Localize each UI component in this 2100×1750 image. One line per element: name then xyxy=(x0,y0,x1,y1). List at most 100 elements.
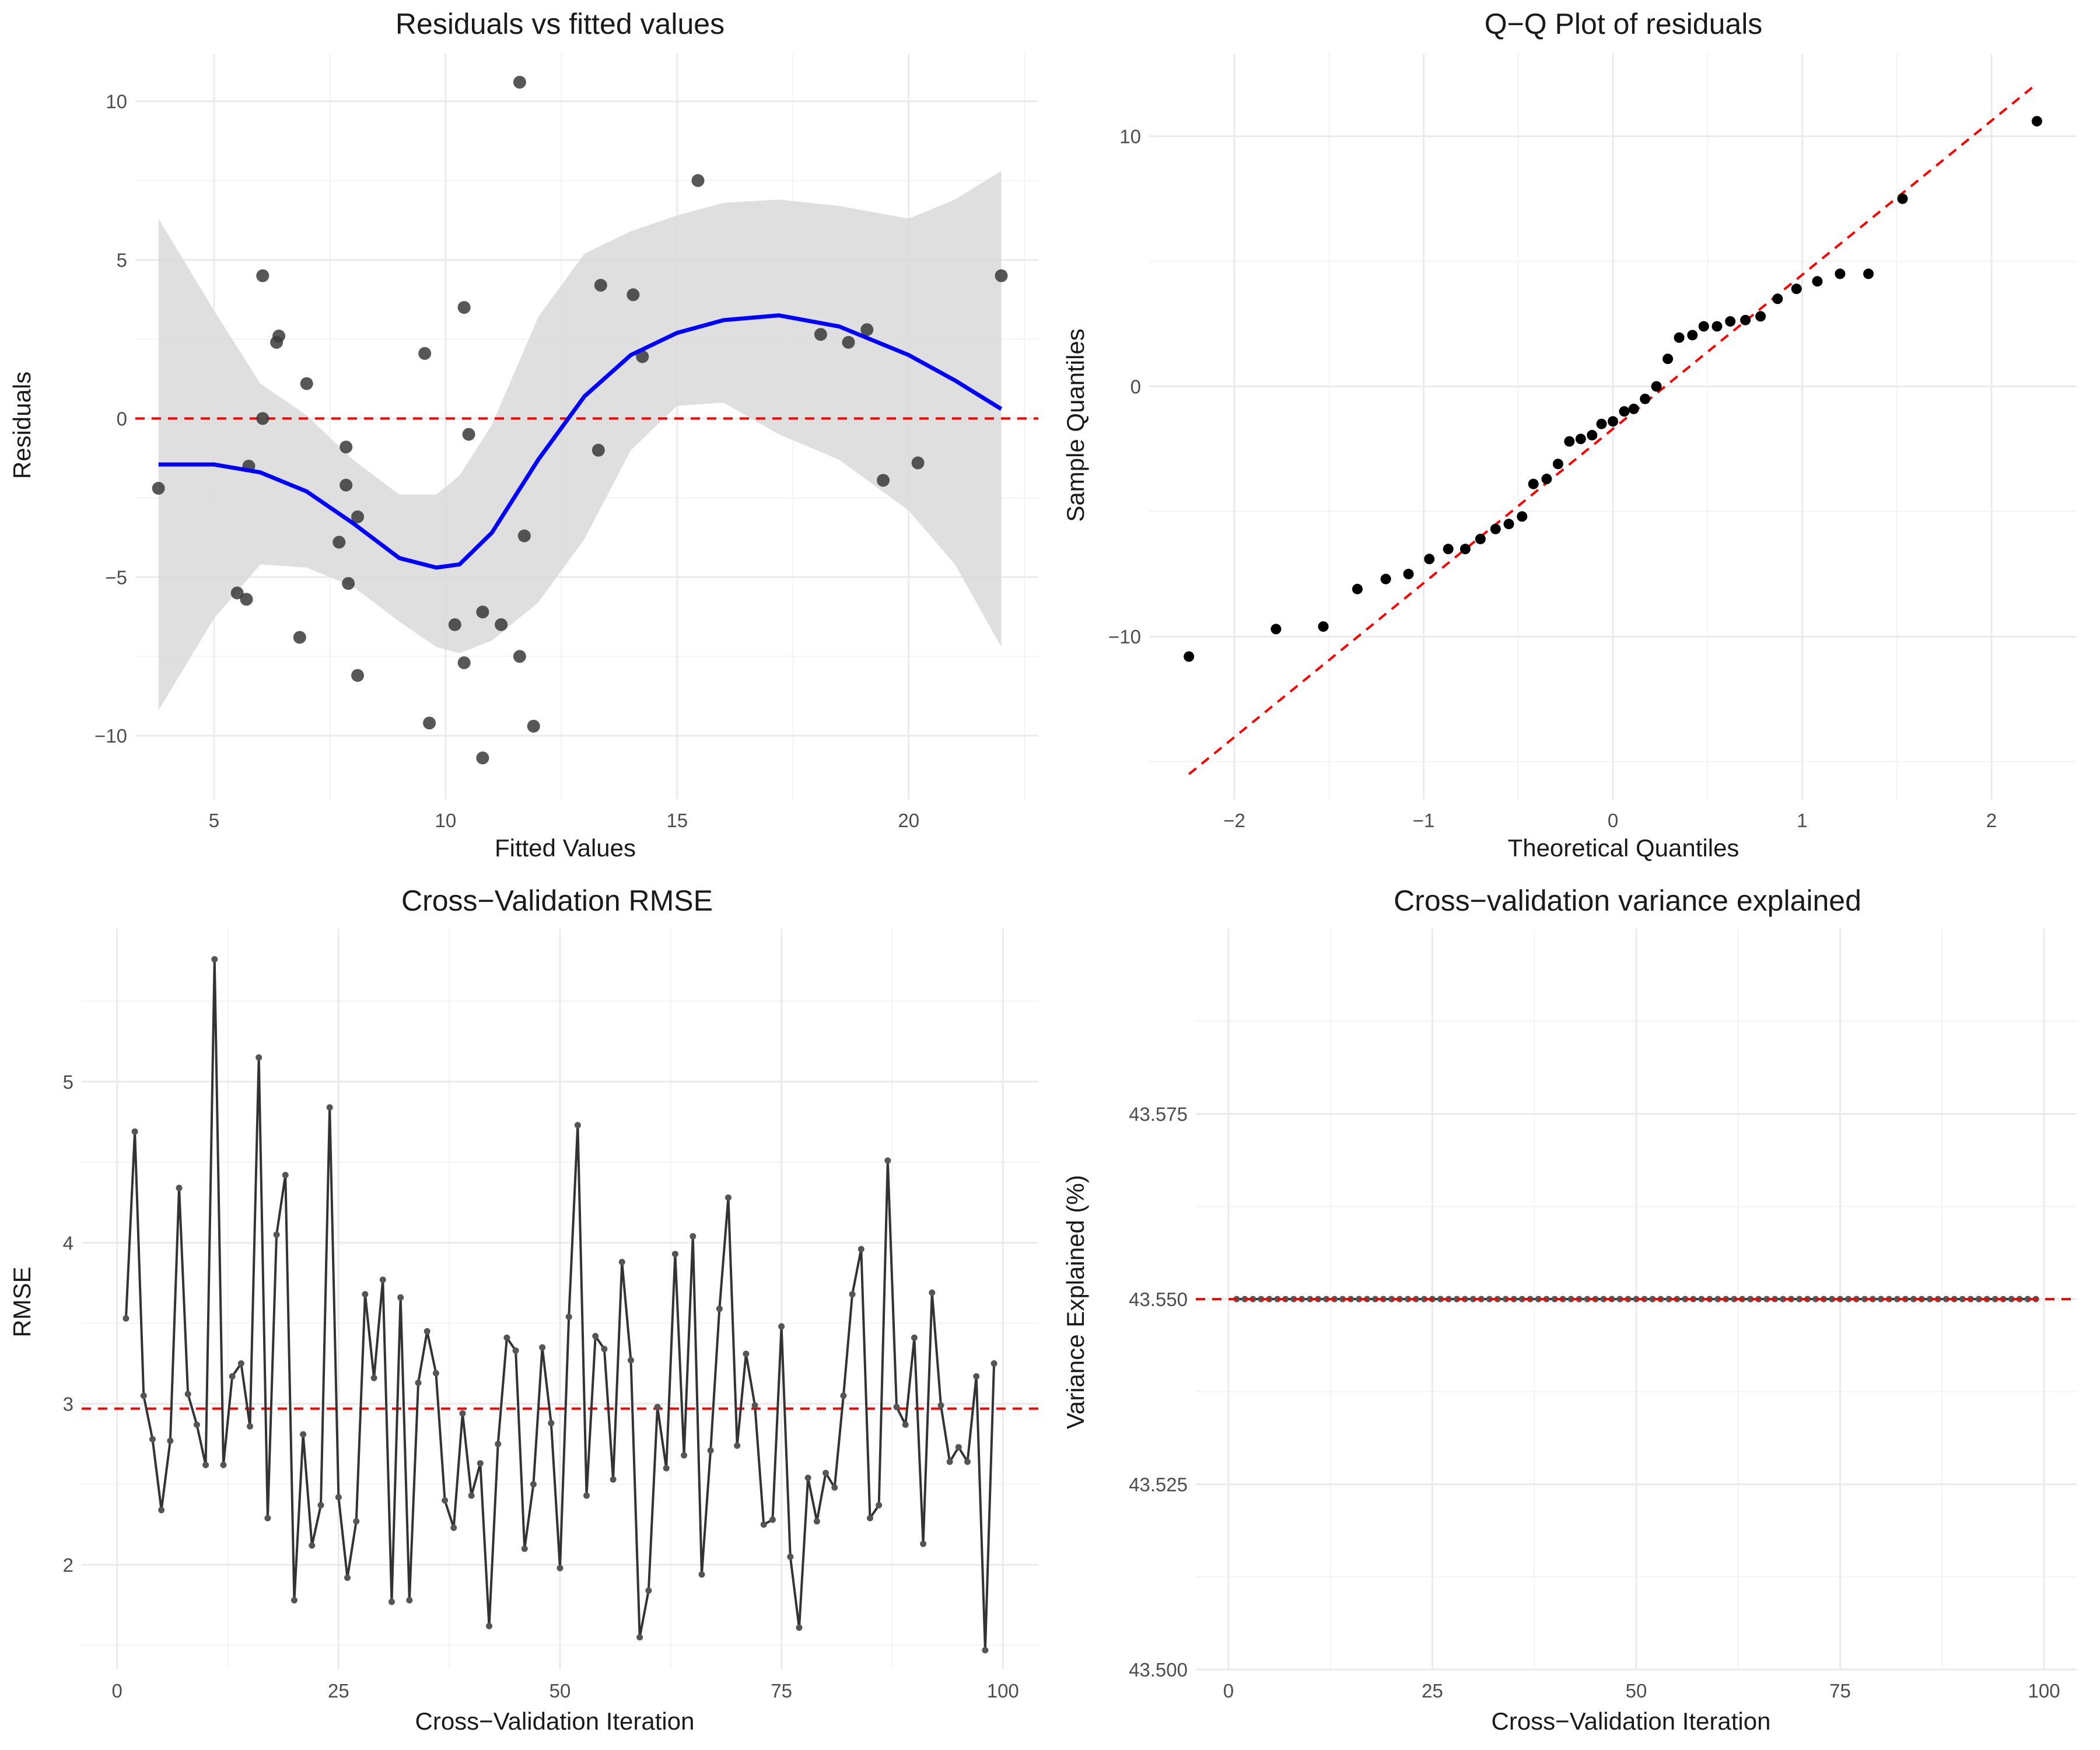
qq-point xyxy=(1772,293,1783,304)
rmse-title: Cross−Validation RMSE xyxy=(401,884,713,917)
qq-point xyxy=(1587,430,1598,441)
confidence-band xyxy=(158,171,1002,710)
variance-point xyxy=(1975,1296,1982,1303)
rmse-point xyxy=(610,1476,617,1483)
rmse-x-tick-label: 100 xyxy=(987,1680,1019,1702)
rmse-point xyxy=(424,1328,430,1335)
variance-panel: 0 25 50 75 100 43.500 43.525 43.550 43.575 Cross… xyxy=(1062,884,2077,1735)
variance-point xyxy=(1698,1296,1705,1303)
residual-point xyxy=(457,656,471,670)
variance-point xyxy=(1388,1296,1395,1303)
rmse-point xyxy=(335,1494,342,1501)
variance-point xyxy=(1535,1296,1542,1303)
qq-point xyxy=(1651,381,1662,392)
qq-point xyxy=(1640,393,1651,404)
qq-point xyxy=(1662,354,1674,365)
variance-point xyxy=(1812,1296,1819,1303)
rmse-point xyxy=(911,1334,918,1341)
qq-point xyxy=(1687,330,1698,341)
variance-point xyxy=(1780,1296,1787,1303)
rmse-point xyxy=(920,1541,927,1548)
variance-point xyxy=(1943,1296,1950,1303)
variance-x-tick-label: 25 xyxy=(1422,1680,1443,1702)
variance-point xyxy=(1633,1296,1640,1303)
qq-point xyxy=(1352,583,1363,594)
variance-point xyxy=(1910,1296,1917,1303)
rmse-point xyxy=(548,1420,555,1427)
variance-point xyxy=(1290,1296,1297,1303)
qq-point xyxy=(1628,403,1639,414)
qq-point xyxy=(1424,554,1435,565)
variance-point xyxy=(1829,1296,1836,1303)
variance-point xyxy=(2008,1296,2015,1303)
rmse-point xyxy=(158,1507,165,1514)
rmse-point xyxy=(123,1315,130,1322)
rmse-point xyxy=(273,1231,280,1238)
residual-point xyxy=(594,278,607,292)
qq-x-tick-label: 2 xyxy=(1986,810,1997,831)
rmse-x-tick-label: 50 xyxy=(550,1680,571,1702)
residual-point xyxy=(911,456,925,470)
qq-point xyxy=(1443,544,1454,555)
variance-point xyxy=(1453,1296,1460,1303)
qq-point xyxy=(1503,519,1514,530)
variance-point xyxy=(1372,1296,1379,1303)
qq-point xyxy=(1619,406,1630,417)
qq-point xyxy=(1403,569,1414,580)
rmse-point xyxy=(583,1492,590,1499)
qq-point xyxy=(1184,651,1195,662)
rmse-point xyxy=(893,1404,900,1410)
rmse-x-tick-label: 75 xyxy=(771,1680,792,1702)
variance-point xyxy=(1926,1296,1933,1303)
qq-point xyxy=(1552,459,1563,470)
qq-y-label: Sample Quantiles xyxy=(1062,328,1089,522)
rmse-point xyxy=(149,1436,156,1443)
rmse-panel: 0 25 50 75 100 2 3 4 5 Cross−Validation RMSE Cro… xyxy=(8,884,1038,1735)
rmse-point xyxy=(592,1333,599,1339)
variance-point xyxy=(1894,1296,1901,1303)
rmse-point xyxy=(131,1128,138,1135)
rmse-point xyxy=(574,1122,581,1129)
variance-x-tick-label: 100 xyxy=(2028,1680,2060,1702)
rmse-point xyxy=(556,1564,564,1572)
rmse-point xyxy=(698,1571,705,1578)
residual-point xyxy=(513,75,526,89)
variance-y-tick-label: 43.500 xyxy=(1129,1659,1188,1681)
rmse-y-tick-label: 4 xyxy=(63,1232,74,1254)
variance-point xyxy=(1469,1296,1476,1303)
residuals-y-tick-label: −10 xyxy=(94,725,127,747)
residuals-panel: 5 10 15 20 −10 −5 0 5 10 Residuals vs fitted val… xyxy=(8,8,1038,862)
qq-point xyxy=(1740,314,1751,326)
residual-point xyxy=(332,536,346,549)
rmse-point xyxy=(326,1104,333,1111)
residual-point xyxy=(592,443,605,457)
rmse-point xyxy=(486,1622,493,1629)
qq-point xyxy=(1318,621,1329,632)
variance-point xyxy=(1616,1296,1623,1303)
qq-y-tick-label: 10 xyxy=(1119,126,1141,148)
variance-title: Cross−validation variance explained xyxy=(1394,884,1861,917)
rmse-point xyxy=(309,1542,316,1549)
residual-point xyxy=(691,174,705,187)
rmse-point xyxy=(778,1323,785,1330)
qq-point xyxy=(1897,193,1908,204)
qq-x-tick-label: 0 xyxy=(1608,810,1618,831)
rmse-point xyxy=(237,1360,244,1367)
residual-point xyxy=(240,593,253,606)
rmse-point xyxy=(459,1410,466,1417)
residual-point xyxy=(256,412,270,425)
variance-y-tick-label: 43.525 xyxy=(1129,1474,1188,1496)
residual-point xyxy=(152,482,165,495)
rmse-point xyxy=(884,1157,891,1164)
residual-point xyxy=(300,377,313,390)
variance-point xyxy=(1518,1296,1525,1303)
rmse-point xyxy=(982,1647,989,1654)
qq-point xyxy=(1791,284,1802,295)
rmse-point xyxy=(964,1458,971,1465)
rmse-point xyxy=(707,1447,714,1454)
variance-point xyxy=(1405,1296,1412,1303)
rmse-point xyxy=(636,1634,643,1641)
rmse-y-tick-label: 2 xyxy=(63,1555,74,1576)
rmse-point xyxy=(220,1461,227,1468)
rmse-point xyxy=(539,1344,546,1351)
